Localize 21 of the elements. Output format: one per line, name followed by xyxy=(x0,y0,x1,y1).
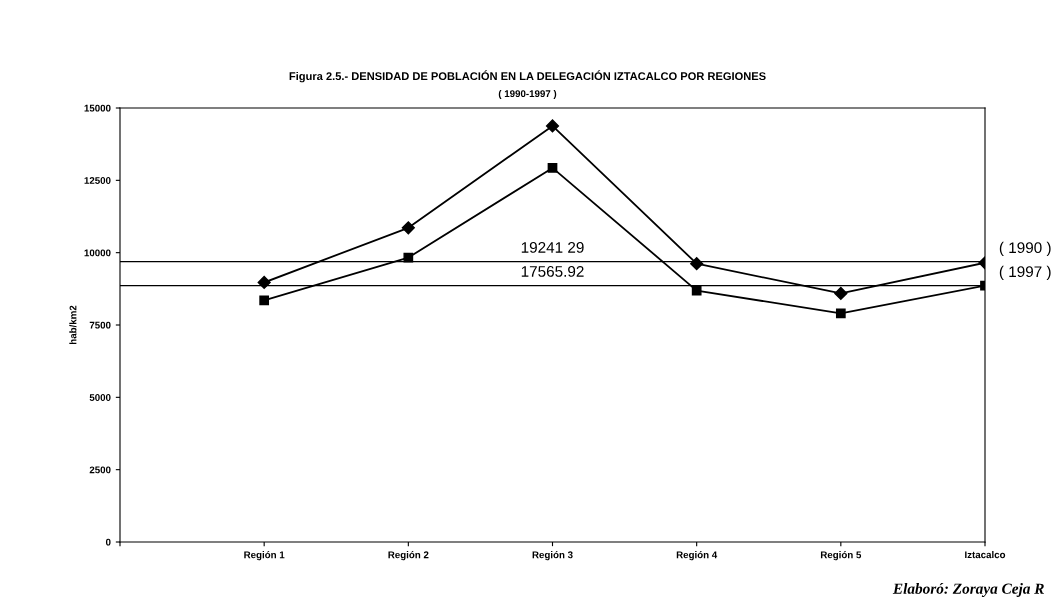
x-tick-label: Región 5 xyxy=(820,551,862,561)
y-tick-label: 15000 xyxy=(84,104,111,112)
x-tick-label: Iztacalco xyxy=(965,551,1006,559)
x-tick-label: Región 3 xyxy=(532,551,573,561)
y-tick-label: 0 xyxy=(105,538,111,546)
x-tick-label: Región 2 xyxy=(388,551,429,561)
x-tick-label: Región 1 xyxy=(244,551,285,561)
annotation: 19241 29 xyxy=(521,242,584,253)
chart-title: Figura 2.5.- DENSIDAD DE POBLACIÓN EN LA DELEGACIÓN IZTACALCO POR REGIONES xyxy=(289,70,766,83)
annotation: ( 1990 ) xyxy=(999,241,1051,257)
annotation: 17565.92 xyxy=(521,266,584,277)
y-tick-label: 10000 xyxy=(84,249,111,257)
y-axis-title: hab/km2 xyxy=(69,305,77,345)
y-tick-label: 2500 xyxy=(89,466,111,474)
y-tick-label: 12500 xyxy=(84,177,111,184)
y-tick-label: 5000 xyxy=(89,394,111,401)
chart-subtitle: ( 1990-1997 ) xyxy=(498,89,557,100)
x-tick-label: Región 4 xyxy=(676,551,718,561)
y-tick-label: 7500 xyxy=(89,321,111,329)
annotation: ( 1997 ) xyxy=(999,265,1051,281)
text: Elaboró: Zoraya Ceja R xyxy=(892,583,1044,597)
